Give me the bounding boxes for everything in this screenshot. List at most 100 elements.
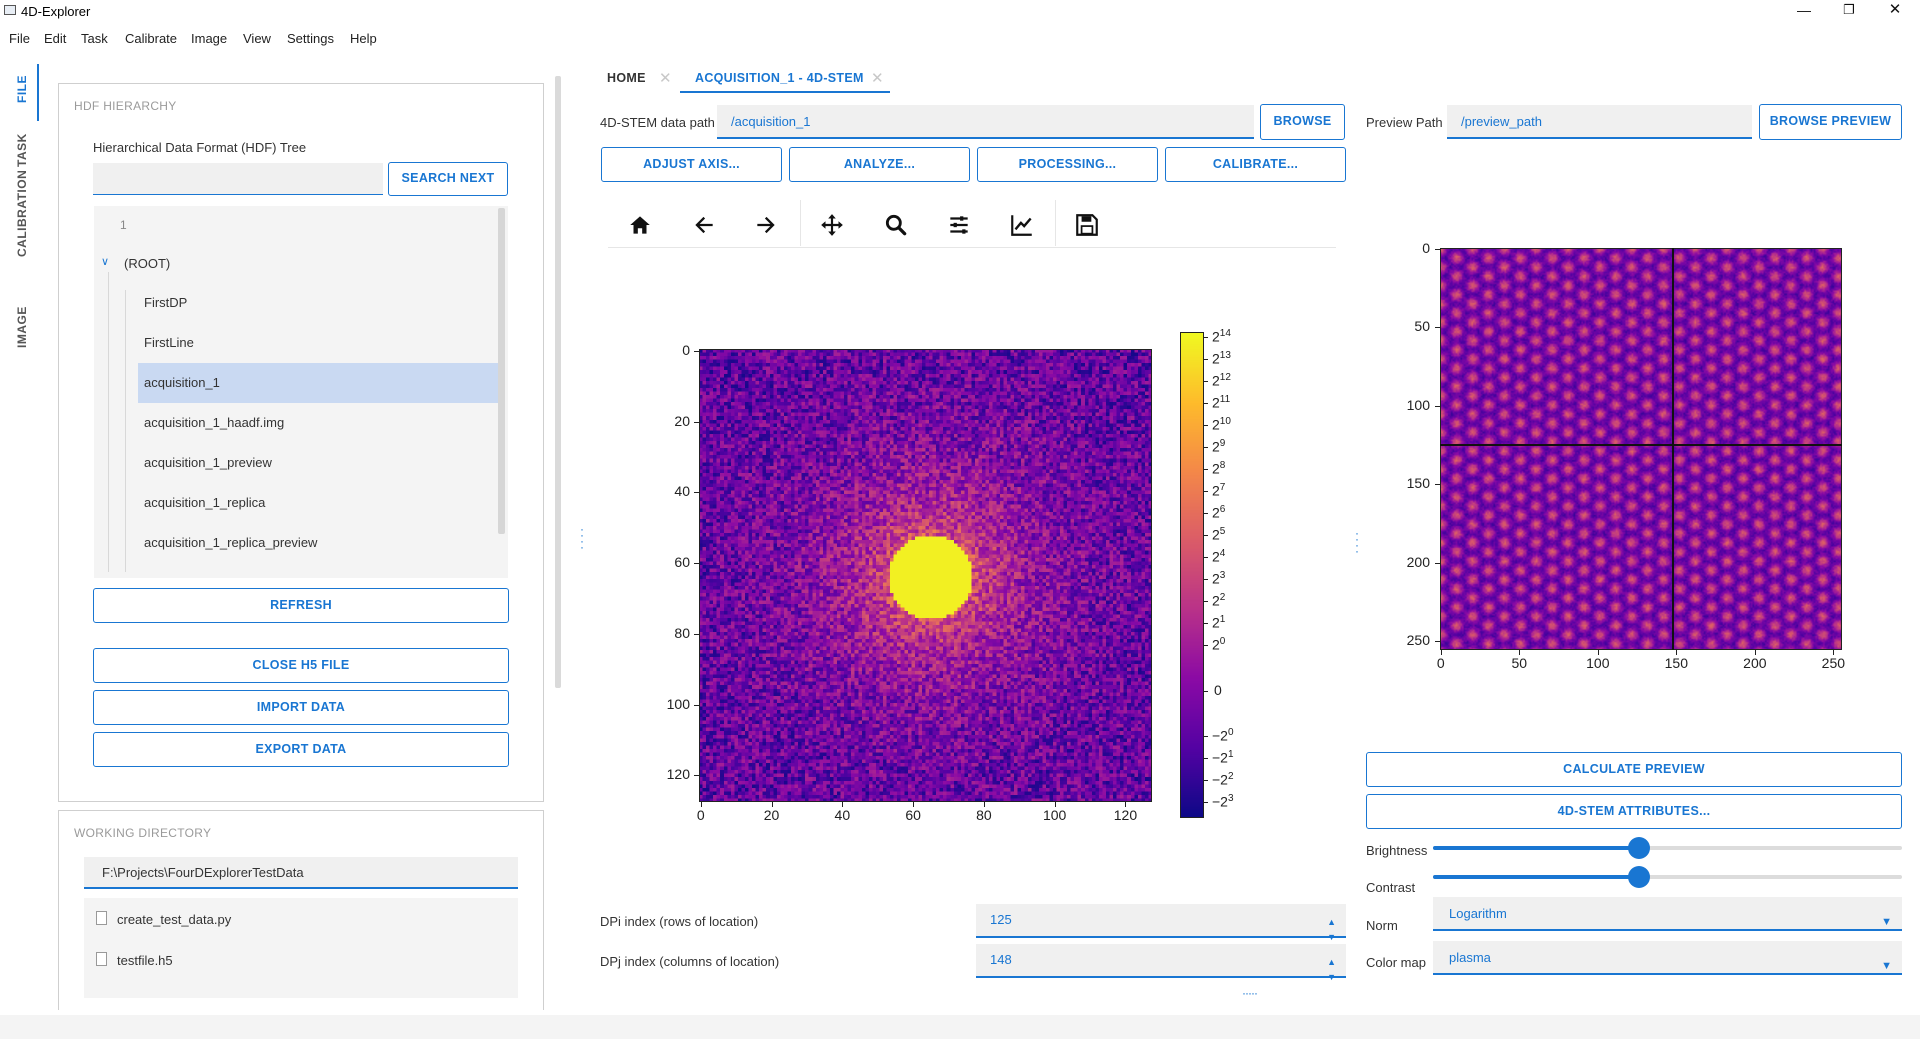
hdf-search-input[interactable]: [93, 163, 383, 195]
tick-mark: [694, 633, 699, 635]
close-icon[interactable]: ✕: [1888, 1, 1902, 18]
splitter-handle-left[interactable]: · · · ·: [580, 522, 584, 554]
pan-icon[interactable]: [814, 210, 850, 240]
preview-image[interactable]: [1440, 248, 1842, 650]
tree-item-selected[interactable]: acquisition_1: [144, 375, 220, 390]
tick-mark: [1833, 650, 1835, 655]
tree-item[interactable]: FirstDP: [144, 295, 188, 310]
restore-icon[interactable]: ❐: [1843, 2, 1855, 17]
diffraction-pattern-image[interactable]: [699, 349, 1152, 802]
menu-file[interactable]: File: [9, 31, 30, 46]
menu-calibrate[interactable]: Calibrate: [125, 31, 178, 46]
tree-item[interactable]: FirstLine: [144, 335, 194, 350]
refresh-button[interactable]: REFRESH: [93, 588, 509, 623]
tick-mark: [1204, 381, 1208, 382]
processing-button[interactable]: PROCESSING...: [977, 147, 1158, 182]
close-icon[interactable]: ✕: [871, 70, 884, 87]
adjust-axis-button[interactable]: ADJUST AXIS...: [601, 147, 782, 182]
side-tab-file[interactable]: FILE: [8, 75, 36, 106]
spin-up-icon[interactable]: ▲: [1327, 957, 1336, 967]
zoom-icon[interactable]: [878, 210, 914, 240]
search-next-button[interactable]: SEARCH NEXT: [388, 162, 508, 196]
tick-exponent: 2: [1219, 592, 1226, 603]
dpj-spinbox[interactable]: 148 ▲ ▼: [976, 944, 1346, 982]
tick-mark: [1435, 641, 1440, 643]
tick-mark: [1204, 802, 1208, 803]
norm-select[interactable]: Logarithm ▼: [1433, 897, 1902, 931]
tab-acquisition[interactable]: ACQUISITION_1 - 4D-STEM: [695, 71, 864, 85]
tick-exponent: 13: [1219, 350, 1231, 361]
tree-scrollbar[interactable]: [498, 208, 505, 534]
close-h5-file-button[interactable]: CLOSE H5 FILE: [93, 648, 509, 683]
tree-item[interactable]: acquisition_1_haadf.img: [144, 415, 285, 430]
tree-item[interactable]: acquisition_1_replica: [144, 495, 266, 510]
tree-item[interactable]: acquisition_1_replica_preview: [144, 535, 318, 550]
brightness-slider-handle[interactable]: [1628, 837, 1651, 859]
tick-exponent: 14: [1219, 328, 1231, 339]
tick-exponent: 3: [1227, 793, 1234, 804]
menu-image[interactable]: Image: [191, 31, 228, 46]
menu-view[interactable]: View: [243, 31, 271, 46]
working-directory-path[interactable]: F:\Projects\FourDExplorerTestData: [84, 857, 518, 889]
side-tab-image[interactable]: IMAGE: [8, 306, 36, 351]
attributes-button[interactable]: 4D-STEM ATTRIBUTES...: [1366, 794, 1902, 829]
side-tab-calibration[interactable]: CALIBRATION: [8, 170, 36, 260]
close-icon[interactable]: ✕: [659, 70, 672, 87]
file-item[interactable]: create_test_data.py: [117, 912, 232, 927]
contrast-slider-handle[interactable]: [1628, 866, 1651, 888]
splitter-handle-bottom[interactable]: ·····: [1242, 986, 1258, 1000]
analyze-button[interactable]: ANALYZE...: [789, 147, 970, 182]
menu-edit[interactable]: Edit: [44, 31, 67, 46]
spin-up-icon[interactable]: ▲: [1327, 917, 1336, 927]
dpi-value: 125: [990, 912, 1012, 927]
tick-mark: [1054, 802, 1056, 807]
menu-task[interactable]: Task: [81, 31, 108, 46]
export-data-button[interactable]: EXPORT DATA: [93, 732, 509, 767]
menu-help[interactable]: Help: [350, 31, 377, 46]
color-map-select[interactable]: plasma ▼: [1433, 941, 1902, 975]
tree-item[interactable]: acquisition_1_preview: [144, 455, 272, 470]
side-tab-image-label: IMAGE: [15, 306, 29, 348]
dpi-spinbox[interactable]: 125 ▲ ▼: [976, 904, 1346, 942]
home-icon[interactable]: [622, 210, 658, 240]
tick-mark: [1204, 425, 1208, 426]
dpi-label: DPi index (rows of location): [600, 914, 759, 929]
contrast-slider-fill: [1433, 875, 1640, 879]
contrast-slider-track[interactable]: [1433, 875, 1902, 879]
preview-path-input[interactable]: /preview_path: [1447, 105, 1752, 139]
calibrate-button[interactable]: CALIBRATE...: [1165, 147, 1346, 182]
tab-home[interactable]: HOME: [607, 71, 646, 85]
save-icon[interactable]: [1069, 210, 1105, 240]
chevron-down-icon[interactable]: ∨: [101, 256, 110, 268]
file-list[interactable]: [84, 898, 518, 998]
python-file-icon: [96, 911, 107, 925]
tick-label: 100: [1042, 807, 1067, 823]
configure-subplots-icon[interactable]: [941, 210, 977, 240]
tree-root[interactable]: (ROOT): [124, 256, 171, 271]
edit-axis-icon[interactable]: [1004, 210, 1040, 240]
tick-label: 250: [1406, 632, 1430, 649]
tick-mark: [1204, 403, 1208, 404]
spin-down-icon[interactable]: ▼: [1327, 932, 1336, 942]
forward-arrow-icon[interactable]: [748, 210, 784, 240]
browse-button[interactable]: BROWSE: [1260, 104, 1345, 140]
data-path-input[interactable]: /acquisition_1: [717, 105, 1254, 139]
minimize-icon[interactable]: —: [1797, 2, 1811, 18]
splitter-handle-right[interactable]: · · · ·: [1355, 526, 1359, 558]
browse-preview-button[interactable]: BROWSE PREVIEW: [1759, 104, 1902, 140]
tick-mark: [1204, 513, 1208, 514]
left-panel-scrollbar[interactable]: [555, 76, 561, 688]
back-arrow-icon[interactable]: [686, 210, 722, 240]
side-tab-task[interactable]: TASK: [8, 133, 36, 170]
brightness-slider-track[interactable]: [1433, 846, 1902, 850]
spin-down-icon[interactable]: ▼: [1327, 972, 1336, 982]
tick-label: −21: [1212, 749, 1234, 766]
menu-settings[interactable]: Settings: [287, 31, 334, 46]
tick-mark: [1440, 650, 1442, 655]
tick-label: 24: [1212, 548, 1226, 565]
file-item[interactable]: testfile.h5: [117, 953, 173, 968]
calculate-preview-button[interactable]: CALCULATE PREVIEW: [1366, 752, 1902, 787]
side-tab-file-label: FILE: [15, 75, 29, 103]
import-data-button[interactable]: IMPORT DATA: [93, 690, 509, 725]
tick-mark: [1204, 491, 1208, 492]
